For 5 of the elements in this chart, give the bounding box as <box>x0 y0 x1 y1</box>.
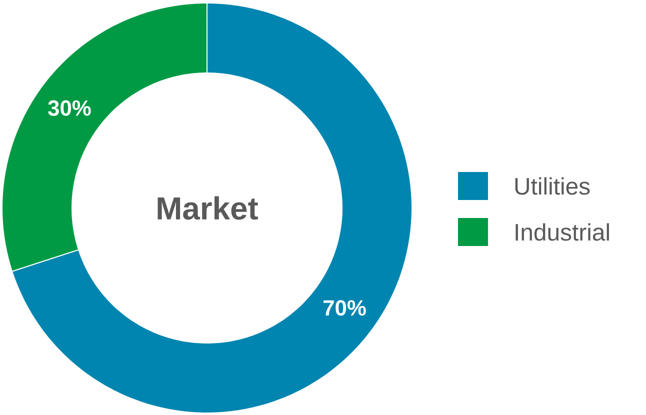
legend-label: Industrial <box>516 223 609 241</box>
data-label: 30% <box>48 100 91 116</box>
legend-label: Utilities <box>515 177 590 195</box>
data-label: 70% <box>324 300 366 316</box>
text: Market <box>158 196 258 220</box>
